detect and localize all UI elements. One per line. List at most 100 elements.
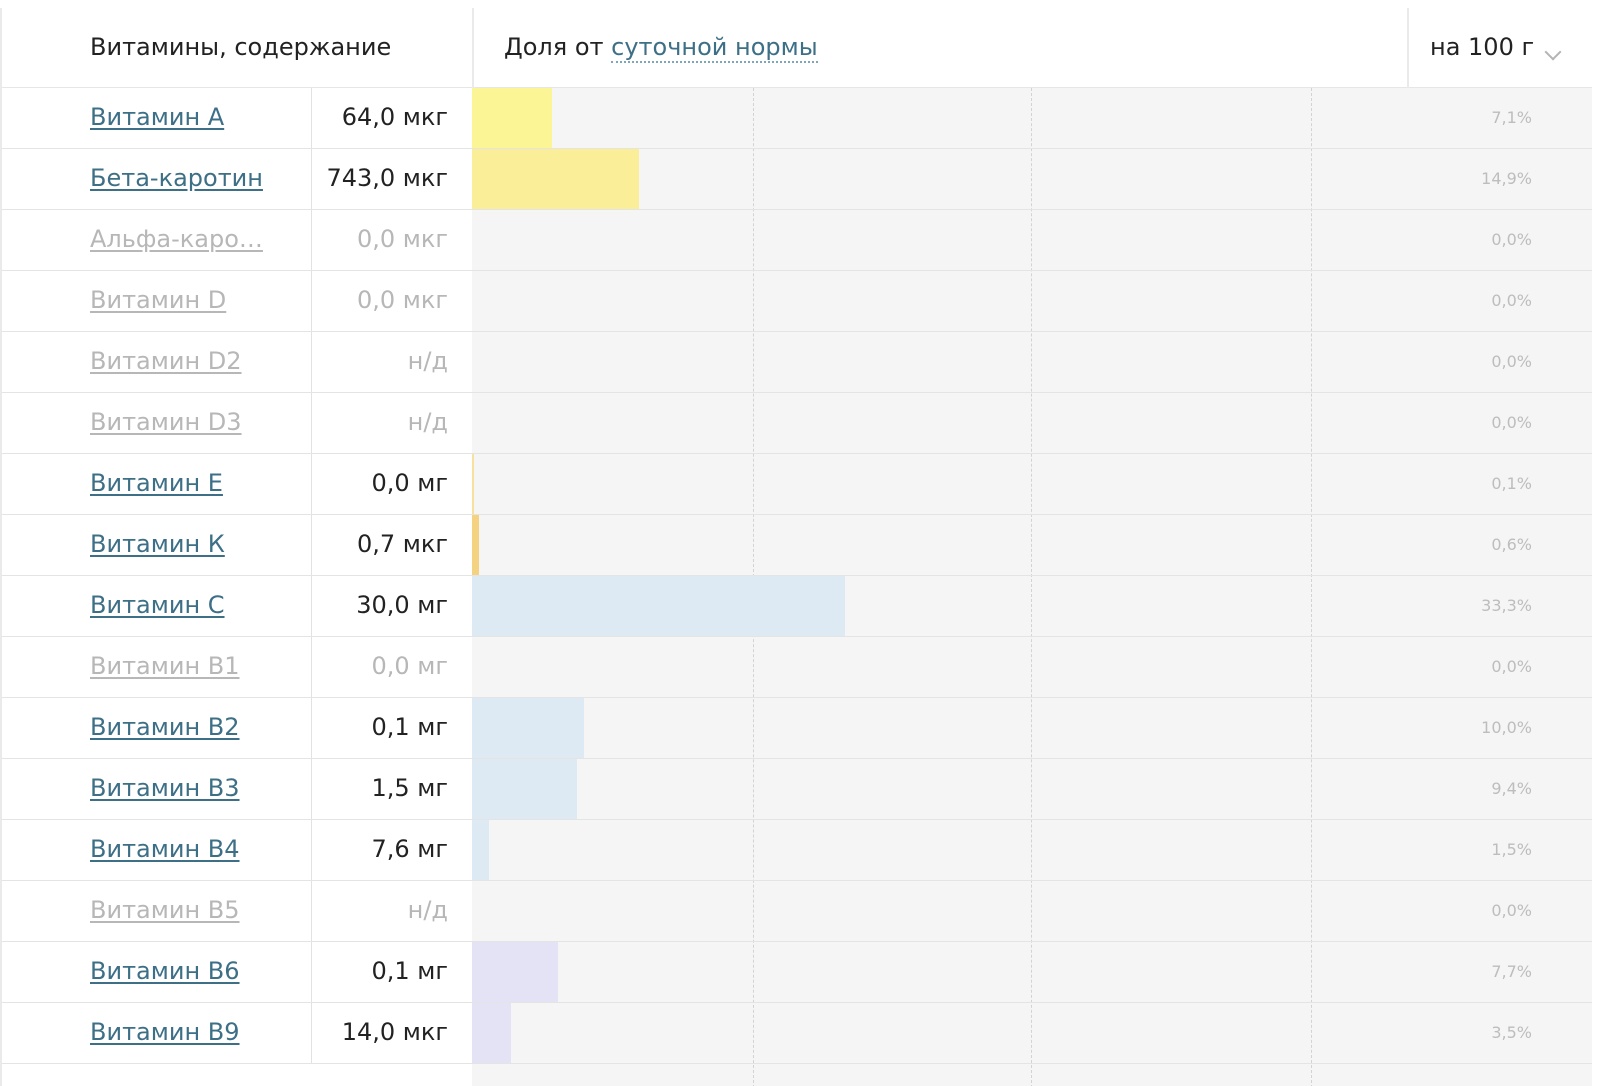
name-cell: Витамин В1	[2, 637, 312, 697]
daily-share-percent: 33,3%	[1481, 596, 1532, 615]
vitamin-name-link[interactable]: Витамин D	[90, 286, 227, 314]
table-row: Витамин К 0,7 мкг 0,6%	[2, 515, 1592, 576]
portion-select[interactable]: на 100 г	[1430, 33, 1535, 61]
vitamin-name-link[interactable]: Витамин D3	[90, 408, 242, 436]
daily-share-percent: 9,4%	[1491, 779, 1532, 798]
daily-share-bar	[472, 515, 479, 575]
table-row: Витамин Е 0,0 мг 0,1%	[2, 454, 1592, 515]
vitamins-table: Витамины, содержание Доля от суточной но…	[0, 8, 1592, 1086]
vitamin-name-link[interactable]: Витамин В1	[90, 652, 240, 680]
table-row: Витамин В1 0,0 мг 0,0%	[2, 637, 1592, 698]
daily-share-prefix: Доля от	[504, 33, 604, 61]
name-cell: Витамин D	[2, 271, 312, 331]
table-row: Витамин D 0,0 мкг 0,0%	[2, 271, 1592, 332]
daily-share-percent: 7,7%	[1491, 962, 1532, 981]
table-row: Бета-каротин 743,0 мкг 14,9%	[2, 149, 1592, 210]
daily-share-bar	[472, 576, 845, 636]
daily-share-percent: 0,0%	[1491, 230, 1532, 249]
vitamin-amount: 0,1 мг	[371, 713, 448, 741]
vitamin-amount: 14,0 мкг	[341, 1018, 448, 1046]
vitamin-name-link[interactable]: Витамин А	[90, 103, 225, 131]
daily-share-percent: 0,6%	[1491, 535, 1532, 554]
daily-norm-link[interactable]: суточной нормы	[611, 33, 818, 63]
daily-share-percent: 7,1%	[1491, 108, 1532, 127]
daily-share-percent: 3,5%	[1491, 1023, 1532, 1042]
vitamin-amount: 7,6 мг	[371, 835, 448, 863]
column-divider	[1407, 8, 1409, 88]
table-row: Витамин В4 7,6 мг 1,5%	[2, 820, 1592, 881]
daily-share-percent: 0,0%	[1491, 352, 1532, 371]
vitamin-amount: 0,0 мкг	[356, 225, 448, 253]
vitamin-amount: 0,0 мкг	[356, 286, 448, 314]
daily-share-bar	[472, 454, 474, 514]
gridline	[1031, 88, 1032, 1086]
vitamin-name-link[interactable]: Витамин D2	[90, 347, 242, 375]
amount-cell: 64,0 мкг	[312, 88, 472, 148]
daily-share-bar	[472, 759, 578, 819]
name-cell: Витамин В2	[2, 698, 312, 758]
vitamin-amount: 30,0 мг	[356, 591, 448, 619]
vitamin-name-link[interactable]: Витамин В9	[90, 1018, 240, 1046]
daily-share-bar	[472, 942, 559, 1002]
name-cell: Альфа-каро…	[2, 210, 312, 270]
vitamin-name-link[interactable]: Витамин С	[90, 591, 225, 619]
vitamin-amount: 0,1 мг	[371, 957, 448, 985]
daily-share-bar	[472, 820, 489, 880]
name-cell: Витамин А	[2, 88, 312, 148]
amount-cell: 0,0 мкг	[312, 271, 472, 331]
vitamin-amount: 0,0 мг	[371, 469, 448, 497]
table-header: Витамины, содержание Доля от суточной но…	[2, 8, 1592, 88]
vitamin-name-link[interactable]: Витамин В6	[90, 957, 240, 985]
amount-cell: н/д	[312, 881, 472, 941]
daily-share-percent: 0,1%	[1491, 474, 1532, 493]
name-cell: Витамин К	[2, 515, 312, 575]
daily-share-bar	[472, 1003, 512, 1063]
vitamin-name-link[interactable]: Бета-каротин	[90, 164, 263, 192]
vitamin-amount: 64,0 мкг	[341, 103, 448, 131]
amount-cell: 14,0 мкг	[312, 1003, 472, 1063]
amount-cell: 0,0 мг	[312, 637, 472, 697]
vitamin-name-link[interactable]: Витамин В5	[90, 896, 240, 924]
daily-share-percent: 0,0%	[1491, 901, 1532, 920]
table-row: Витамин D2 н/д 0,0%	[2, 332, 1592, 393]
name-cell: Витамин D2	[2, 332, 312, 392]
name-cell: Бета-каротин	[2, 149, 312, 209]
daily-share-percent: 0,0%	[1491, 413, 1532, 432]
vitamin-name-link[interactable]: Витамин В4	[90, 835, 240, 863]
column-divider	[472, 8, 474, 88]
amount-cell: 7,6 мг	[312, 820, 472, 880]
daily-share-percent: 0,0%	[1491, 657, 1532, 676]
name-cell: Витамин В5	[2, 881, 312, 941]
name-cell: Витамин D3	[2, 393, 312, 453]
gridline	[1311, 88, 1312, 1086]
daily-share-bar	[472, 149, 639, 209]
daily-share-percent: 14,9%	[1481, 169, 1532, 188]
amount-cell: 0,7 мкг	[312, 515, 472, 575]
vitamin-amount: 0,0 мг	[371, 652, 448, 680]
vitamin-amount: 0,7 мкг	[356, 530, 448, 558]
vitamin-amount: н/д	[407, 896, 448, 924]
vitamin-name-link[interactable]: Альфа-каро…	[90, 225, 263, 253]
table-row: Витамин В3 1,5 мг 9,4%	[2, 759, 1592, 820]
table-row: Витамин С 30,0 мг 33,3%	[2, 576, 1592, 637]
vitamin-name-link[interactable]: Витамин В2	[90, 713, 240, 741]
vitamins-heading: Витамины, содержание	[90, 33, 392, 61]
table-row: Витамин В5 н/д 0,0%	[2, 881, 1592, 942]
daily-share-percent: 1,5%	[1491, 840, 1532, 859]
table-row: Витамин В2 0,1 мг 10,0%	[2, 698, 1592, 759]
daily-share-bar	[472, 698, 584, 758]
table-row: Альфа-каро… 0,0 мкг 0,0%	[2, 210, 1592, 271]
amount-cell: 1,5 мг	[312, 759, 472, 819]
daily-share-percent: 0,0%	[1491, 291, 1532, 310]
table-row: Витамин D3 н/д 0,0%	[2, 393, 1592, 454]
amount-cell: 30,0 мг	[312, 576, 472, 636]
amount-cell: 743,0 мкг	[312, 149, 472, 209]
amount-cell: 0,1 мг	[312, 698, 472, 758]
vitamin-name-link[interactable]: Витамин В3	[90, 774, 240, 802]
vitamin-amount: 743,0 мкг	[326, 164, 448, 192]
table-row: Витамин В6 0,1 мг 7,7%	[2, 942, 1592, 1003]
chevron-down-icon[interactable]	[1544, 43, 1562, 61]
vitamin-amount: н/д	[407, 347, 448, 375]
vitamin-name-link[interactable]: Витамин Е	[90, 469, 223, 497]
vitamin-name-link[interactable]: Витамин К	[90, 530, 225, 558]
